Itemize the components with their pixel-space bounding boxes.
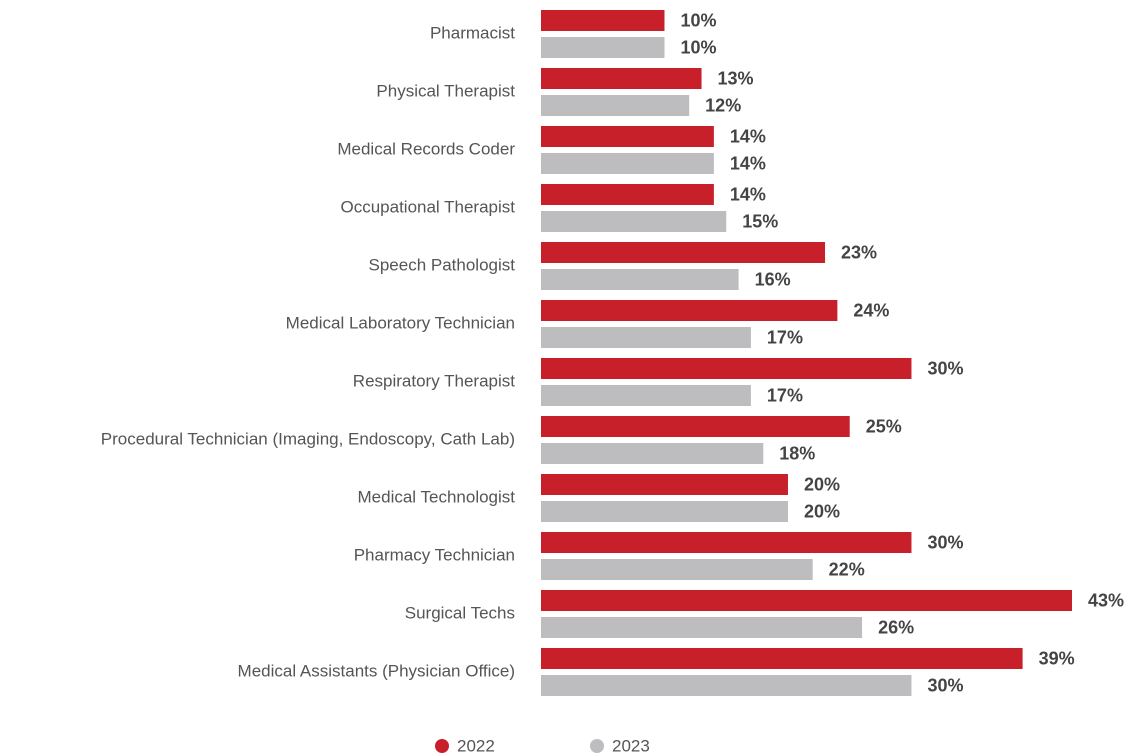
value-label: 10% (680, 10, 716, 30)
legend-marker (590, 739, 604, 753)
value-label: 24% (853, 300, 889, 320)
legend-label: 2022 (457, 736, 495, 755)
value-label: 15% (742, 211, 778, 231)
category-label: Pharmacy Technician (354, 545, 515, 564)
bar (541, 559, 813, 580)
bar (541, 327, 751, 348)
bar (541, 675, 912, 696)
bar (541, 385, 751, 406)
bar (541, 648, 1023, 669)
value-label: 14% (730, 184, 766, 204)
value-label: 26% (878, 617, 914, 637)
bar (541, 184, 714, 205)
category-label: Pharmacist (430, 23, 515, 42)
bar (541, 211, 727, 232)
bar (541, 68, 702, 89)
bar (541, 126, 714, 147)
bar (541, 501, 788, 522)
bar (541, 532, 912, 553)
bar (541, 153, 714, 174)
category-label: Occupational Therapist (340, 197, 515, 216)
category-label: Medical Records Coder (337, 139, 515, 158)
value-label: 30% (927, 675, 963, 695)
category-label: Medical Assistants (Physician Office) (238, 661, 515, 680)
category-label: Respiratory Therapist (353, 371, 515, 390)
legend-marker (435, 739, 449, 753)
bar (541, 269, 739, 290)
bar (541, 37, 665, 58)
value-label: 30% (927, 358, 963, 378)
value-label: 13% (718, 68, 754, 88)
bar (541, 617, 863, 638)
value-label: 25% (866, 416, 902, 436)
value-label: 18% (779, 443, 815, 463)
bar (541, 590, 1072, 611)
bar (541, 10, 665, 31)
value-label: 12% (705, 95, 741, 115)
value-label: 20% (804, 501, 840, 521)
value-label: 30% (927, 532, 963, 552)
value-label: 14% (730, 126, 766, 146)
bar (541, 95, 690, 116)
bar (541, 443, 764, 464)
bar (541, 416, 850, 437)
bar (541, 242, 826, 263)
value-label: 14% (730, 153, 766, 173)
value-label: 43% (1088, 590, 1124, 610)
category-label: Speech Pathologist (369, 255, 516, 274)
value-label: 17% (767, 327, 803, 347)
value-label: 17% (767, 385, 803, 405)
value-label: 10% (680, 37, 716, 57)
value-label: 20% (804, 474, 840, 494)
value-label: 23% (841, 242, 877, 262)
category-label: Procedural Technician (Imaging, Endoscop… (101, 429, 515, 448)
bar (541, 474, 788, 495)
category-label: Medical Technologist (358, 487, 516, 506)
bar (541, 300, 838, 321)
legend-label: 2023 (612, 736, 650, 755)
value-label: 39% (1039, 648, 1075, 668)
category-label: Surgical Techs (405, 603, 515, 622)
category-label: Medical Laboratory Technician (286, 313, 515, 332)
value-label: 22% (829, 559, 865, 579)
category-label: Physical Therapist (376, 81, 515, 100)
value-label: 16% (755, 269, 791, 289)
bar (541, 358, 912, 379)
